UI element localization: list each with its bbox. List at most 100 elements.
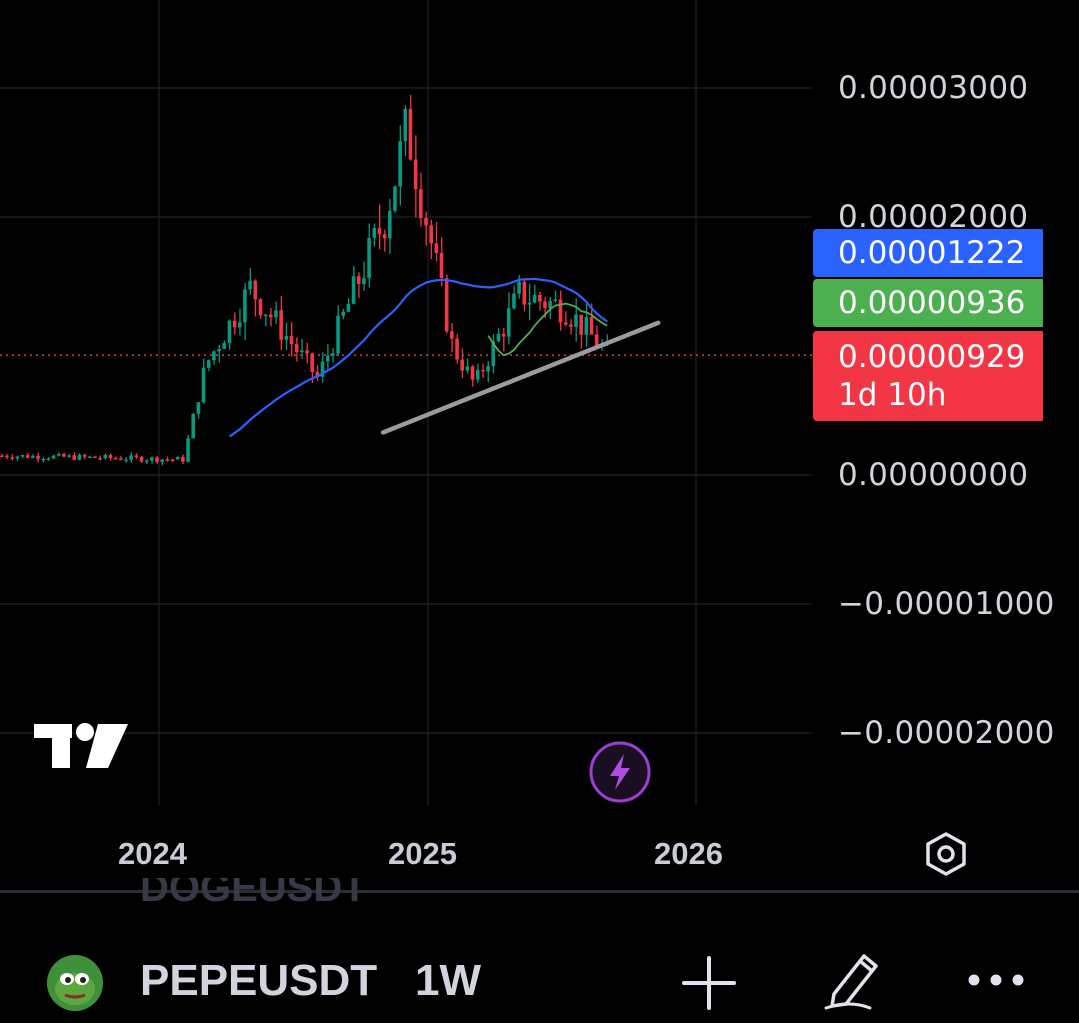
candle-body: [512, 293, 516, 309]
candle-body: [274, 310, 278, 318]
candle-body: [300, 350, 304, 353]
candle-body: [87, 456, 92, 459]
chart-settings-icon[interactable]: [922, 830, 970, 878]
candle-body: [320, 361, 325, 377]
candle-body: [248, 280, 252, 290]
candle-body: [103, 455, 108, 459]
secondary-symbol-peek[interactable]: DOGEUSDT: [140, 878, 367, 910]
candle-body: [67, 455, 71, 457]
candle-body: [62, 453, 66, 457]
candle-body: [522, 281, 527, 305]
candle-body: [124, 459, 128, 462]
pencil-icon[interactable]: [820, 946, 886, 1012]
symbol-name[interactable]: PEPEUSDT: [140, 956, 378, 1005]
candle-body: [36, 455, 40, 460]
candle-body: [501, 333, 506, 337]
candle-body: [284, 336, 289, 340]
candle-body: [336, 315, 340, 354]
candle-body: [419, 189, 423, 218]
candle-body: [46, 458, 51, 461]
candle-body: [160, 459, 164, 463]
time-tick-label: 2025: [388, 836, 457, 871]
trendline-drawing: [380, 320, 661, 435]
candle-body: [144, 460, 149, 462]
candle-body: [232, 320, 237, 328]
candle-body: [491, 341, 496, 367]
candle-body: [186, 438, 190, 462]
ma-long-price-badge: 0.00001222: [813, 229, 1043, 277]
candle-body: [367, 237, 371, 279]
candle-body: [269, 314, 273, 318]
candle-body: [98, 457, 102, 460]
candle-body: [532, 294, 537, 303]
candle-body: [486, 366, 490, 372]
candle-body: [444, 278, 449, 332]
candle-body: [139, 456, 144, 462]
candle-body: [77, 454, 82, 460]
candle-body: [315, 372, 320, 377]
candle-body: [310, 353, 314, 373]
candle-body: [569, 324, 573, 327]
more-options-icon[interactable]: [965, 970, 1027, 990]
indicator-lines: [228, 277, 661, 438]
candle-body: [429, 225, 433, 244]
candle-body: [496, 333, 501, 342]
candle-body: [563, 322, 568, 325]
time-tick-label: 2024: [118, 836, 187, 871]
candle-body: [346, 303, 351, 312]
panel-divider[interactable]: [0, 890, 1079, 893]
candle-body: [253, 280, 258, 300]
candle-body: [398, 141, 402, 187]
candle-body: [72, 455, 77, 460]
candle-body: [222, 343, 227, 350]
flash-icon[interactable]: [588, 740, 652, 804]
candle-body: [382, 234, 387, 239]
candle-body: [579, 314, 583, 335]
last-price-value: 0.00000929: [838, 339, 1026, 375]
candle-body: [460, 359, 465, 371]
candle-body: [403, 108, 408, 142]
candle-body: [129, 455, 133, 460]
candle-body: [372, 227, 377, 238]
ma-long-line: [228, 277, 608, 438]
candle-body: [548, 300, 552, 309]
candle-body: [10, 457, 14, 459]
price-tick-label: 0.00003000: [838, 70, 1029, 106]
tradingview-logo-icon: [32, 716, 132, 777]
candle-body: [506, 308, 511, 337]
candle-body: [439, 252, 444, 279]
candle-body: [15, 456, 20, 459]
interval-selector[interactable]: 1W: [415, 956, 481, 1005]
candle-body: [325, 355, 330, 362]
candle-body: [465, 366, 470, 371]
candle-body: [227, 320, 232, 344]
candle-body: [481, 369, 485, 372]
candle-body: [377, 227, 382, 235]
candle-body: [108, 455, 113, 458]
candle-body: [237, 322, 242, 328]
candle-body: [594, 334, 599, 347]
candle-body: [543, 301, 547, 309]
candle-body: [413, 159, 418, 190]
candle-body: [118, 458, 123, 460]
chart-canvas[interactable]: [0, 0, 1079, 890]
candle-body: [196, 402, 201, 414]
candle-body: [356, 276, 361, 285]
candle-body: [553, 299, 558, 301]
candle-body: [150, 457, 154, 461]
chart-grid: [0, 0, 812, 805]
candle-body: [155, 457, 159, 463]
symbol-logo-icon[interactable]: [47, 955, 103, 1011]
candle-body: [217, 349, 221, 352]
candle-body: [341, 311, 346, 316]
chart-area[interactable]: 0.00003000 0.00002000 0.00000000 −0.0000…: [0, 0, 1079, 890]
plus-icon[interactable]: [680, 954, 738, 1012]
candle-body: [574, 314, 578, 327]
candle-body: [362, 278, 366, 285]
bottom-toolbar: PEPEUSDT 1W: [0, 930, 1079, 1023]
candle-body: [201, 367, 206, 403]
bar-countdown: 1d 10h: [838, 377, 947, 413]
candle-body: [25, 455, 30, 458]
ma-short-price-badge: 0.00000936: [813, 279, 1043, 327]
candle-body: [455, 338, 459, 360]
